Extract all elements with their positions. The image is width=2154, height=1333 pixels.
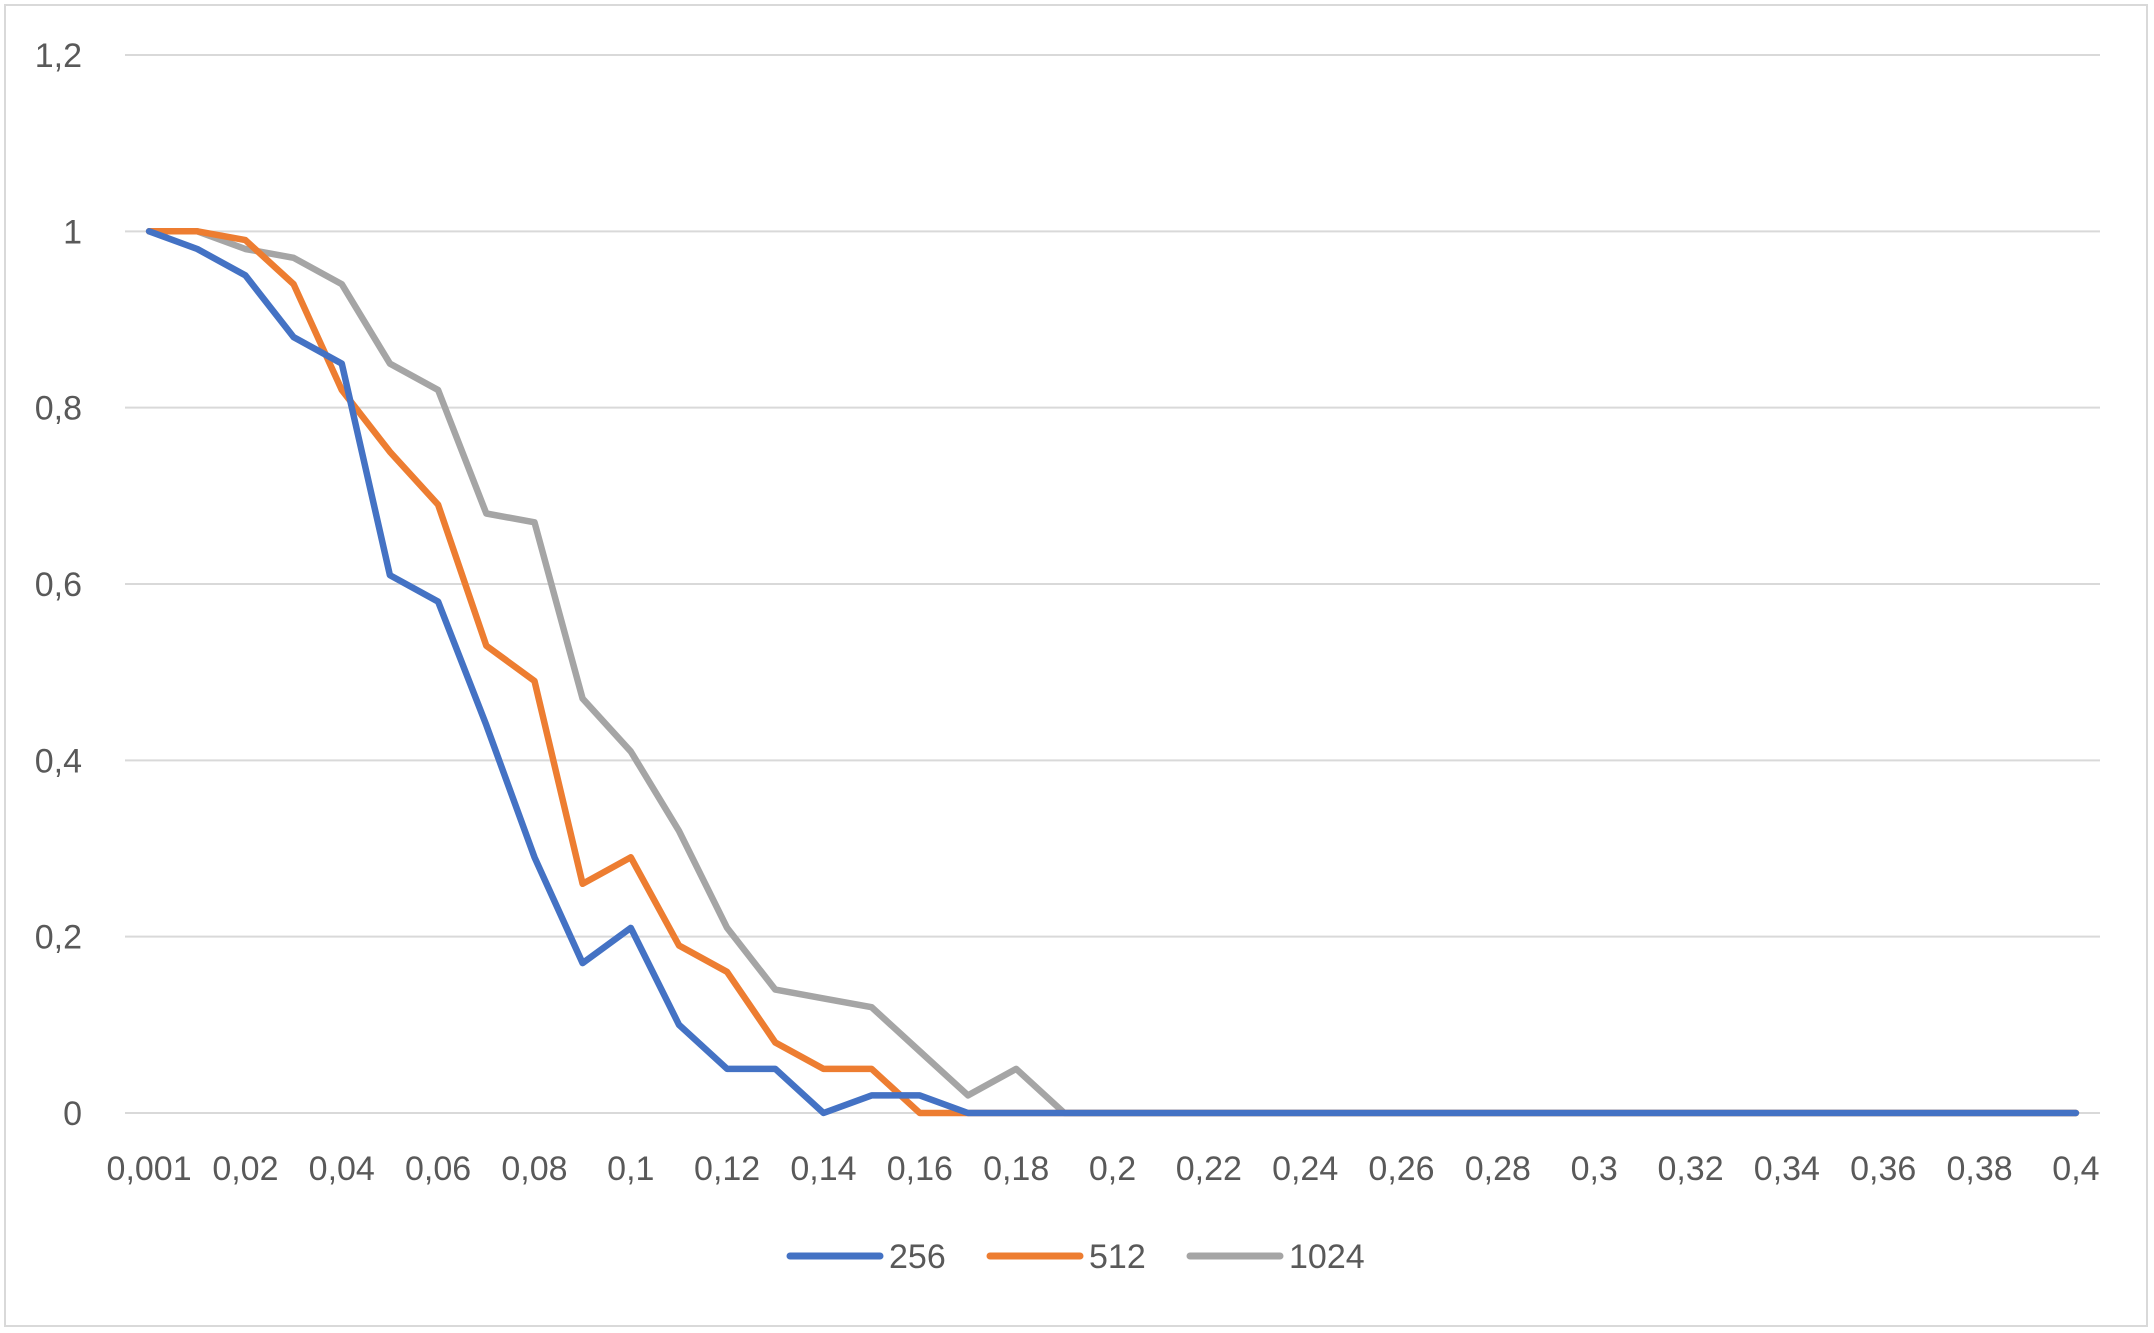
x-tick-label: 0,36	[1850, 1150, 1916, 1188]
y-tick-label: 0,6	[35, 566, 82, 604]
legend-item-512: 512	[986, 1238, 1146, 1276]
x-tick-label: 0,16	[887, 1150, 953, 1188]
x-tick-label: 0,12	[694, 1150, 760, 1188]
x-tick-label: 0,1	[607, 1150, 654, 1188]
legend-item-1024: 1024	[1186, 1238, 1365, 1276]
x-tick-label: 0,38	[1946, 1150, 2012, 1188]
x-tick-label: 0,06	[405, 1150, 471, 1188]
legend-label: 512	[1089, 1238, 1146, 1276]
x-tick-label: 0,2	[1089, 1150, 1136, 1188]
legend-label: 256	[889, 1238, 946, 1276]
legend: 256 512 1024	[786, 1238, 1365, 1276]
x-tick-label: 0,3	[1571, 1150, 1618, 1188]
x-tick-label: 0,14	[790, 1150, 856, 1188]
x-tick-label: 0,28	[1465, 1150, 1531, 1188]
y-tick-label: 0,8	[35, 390, 82, 428]
x-tick-label: 0,04	[309, 1150, 375, 1188]
x-axis-ticks: 0,001 0,02 0,04 0,06 0,08 0,1 0,12 0,14 0,16 0,18…	[107, 1150, 2100, 1188]
x-tick-label: 0,26	[1368, 1150, 1434, 1188]
x-tick-label: 0,22	[1176, 1150, 1242, 1188]
x-tick-label: 0,08	[501, 1150, 567, 1188]
y-tick-label: 1,2	[35, 37, 82, 75]
chart-frame	[4, 4, 2148, 1327]
y-axis-ticks: 0 0,2 0,4 0,6 0,8 1 1,2	[35, 37, 82, 1133]
y-tick-label: 0,4	[35, 742, 82, 780]
x-tick-label: 0,4	[2052, 1150, 2099, 1188]
x-tick-label: 0,001	[107, 1150, 192, 1188]
legend-item-256: 256	[786, 1238, 946, 1276]
series-line-1024	[145, 228, 2080, 1117]
gridlines	[125, 54, 2100, 1114]
y-tick-label: 1	[63, 213, 82, 251]
series-lines	[145, 228, 2080, 1117]
y-tick-label: 0	[63, 1095, 82, 1133]
x-tick-label: 0,02	[212, 1150, 278, 1188]
x-tick-label: 0,18	[983, 1150, 1049, 1188]
x-tick-label: 0,34	[1754, 1150, 1820, 1188]
legend-label: 1024	[1289, 1238, 1365, 1276]
y-tick-label: 0,2	[35, 919, 82, 957]
x-tick-label: 0,32	[1657, 1150, 1723, 1188]
x-tick-label: 0,24	[1272, 1150, 1338, 1188]
series-line-256	[145, 228, 2080, 1117]
series-line-512	[145, 228, 2080, 1117]
